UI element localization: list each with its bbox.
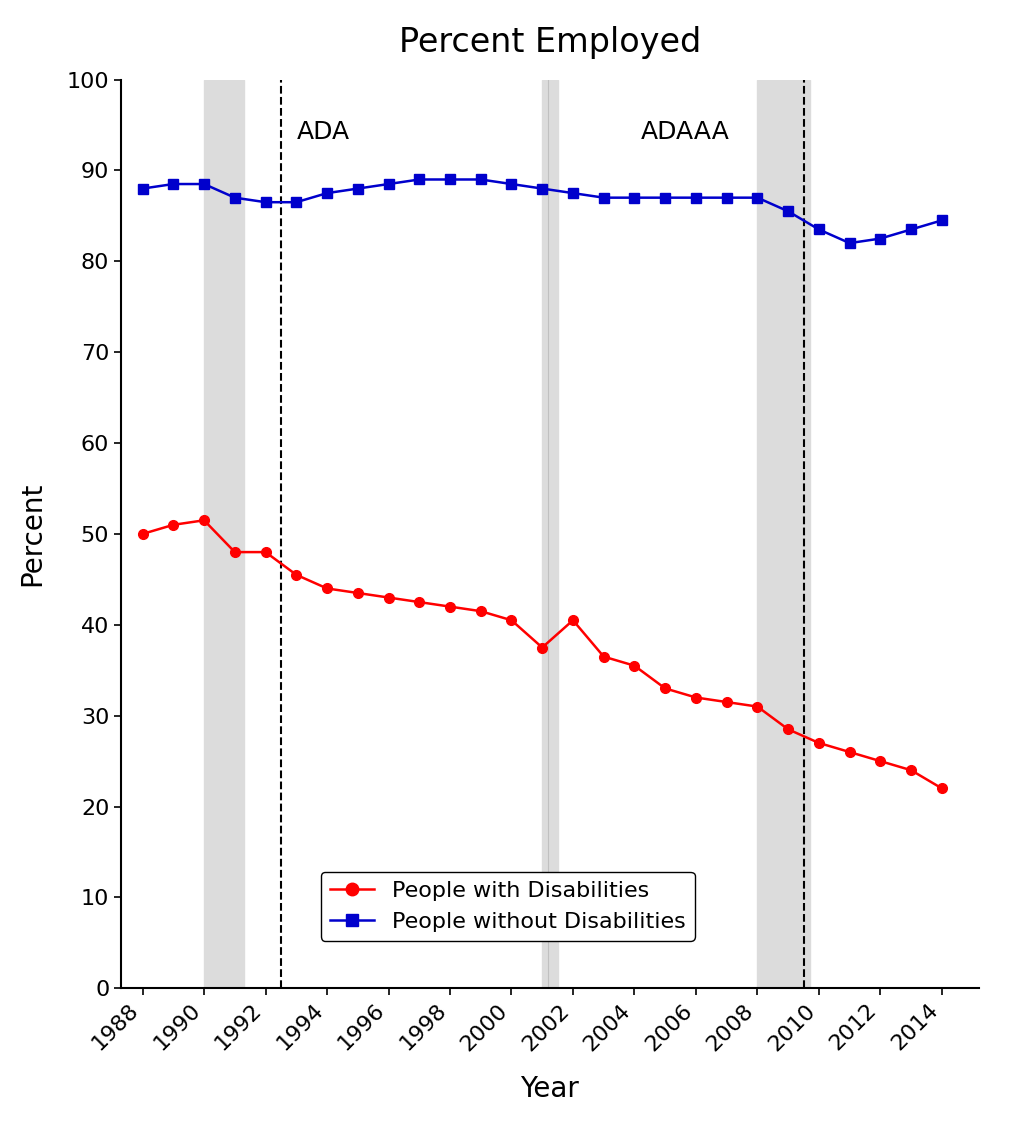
People without Disabilities	[875, 232, 887, 245]
Line: People with Disabilities: People with Disabilities	[138, 516, 946, 793]
People without Disabilities	[659, 191, 671, 204]
Title: Percent Employed: Percent Employed	[399, 26, 701, 59]
Line: People without Disabilities: People without Disabilities	[138, 175, 946, 248]
X-axis label: Year: Year	[521, 1076, 579, 1103]
People without Disabilities	[352, 182, 364, 195]
People with Disabilities	[444, 600, 456, 613]
People with Disabilities	[536, 641, 548, 654]
People without Disabilities	[690, 191, 702, 204]
People without Disabilities	[629, 191, 641, 204]
Y-axis label: Percent: Percent	[18, 482, 45, 586]
People with Disabilities	[136, 527, 148, 541]
People with Disabilities	[352, 586, 364, 600]
People with Disabilities	[905, 763, 917, 777]
Text: ADA: ADA	[297, 120, 349, 144]
People with Disabilities	[167, 518, 180, 532]
People without Disabilities	[536, 182, 548, 195]
People with Disabilities	[321, 582, 333, 595]
Bar	[758, 80, 809, 988]
People with Disabilities	[629, 659, 641, 673]
People with Disabilities	[782, 722, 794, 736]
People with Disabilities	[506, 613, 518, 627]
People without Disabilities	[506, 177, 518, 191]
People without Disabilities	[782, 204, 794, 218]
People without Disabilities	[720, 191, 733, 204]
People without Disabilities	[444, 173, 456, 186]
People without Disabilities	[321, 186, 333, 200]
People without Disabilities	[813, 223, 825, 236]
People without Disabilities	[229, 191, 241, 204]
Bar	[204, 80, 244, 988]
People without Disabilities	[905, 223, 917, 236]
People without Disabilities	[291, 195, 303, 209]
People with Disabilities	[844, 745, 856, 759]
People with Disabilities	[291, 568, 303, 582]
People without Disabilities	[474, 173, 486, 186]
People with Disabilities	[752, 700, 764, 713]
Text: ADAAA: ADAAA	[641, 120, 730, 144]
Legend: People with Disabilities, People without Disabilities: People with Disabilities, People without…	[321, 872, 694, 941]
People with Disabilities	[659, 682, 671, 695]
People with Disabilities	[259, 545, 271, 559]
People with Disabilities	[935, 782, 947, 795]
People without Disabilities	[198, 177, 210, 191]
People with Disabilities	[720, 695, 733, 709]
People with Disabilities	[229, 545, 241, 559]
People without Disabilities	[382, 177, 395, 191]
People with Disabilities	[597, 650, 609, 663]
People with Disabilities	[382, 591, 395, 604]
People without Disabilities	[259, 195, 271, 209]
People with Disabilities	[875, 754, 887, 768]
People without Disabilities	[752, 191, 764, 204]
People with Disabilities	[198, 513, 210, 527]
People without Disabilities	[136, 182, 148, 195]
People without Disabilities	[935, 214, 947, 227]
People with Disabilities	[414, 595, 426, 609]
People with Disabilities	[567, 613, 579, 627]
People without Disabilities	[414, 173, 426, 186]
People without Disabilities	[567, 186, 579, 200]
People without Disabilities	[167, 177, 180, 191]
People without Disabilities	[844, 236, 856, 250]
People with Disabilities	[690, 691, 702, 704]
People with Disabilities	[474, 604, 486, 618]
Bar	[542, 80, 558, 988]
People without Disabilities	[597, 191, 609, 204]
People with Disabilities	[813, 736, 825, 750]
